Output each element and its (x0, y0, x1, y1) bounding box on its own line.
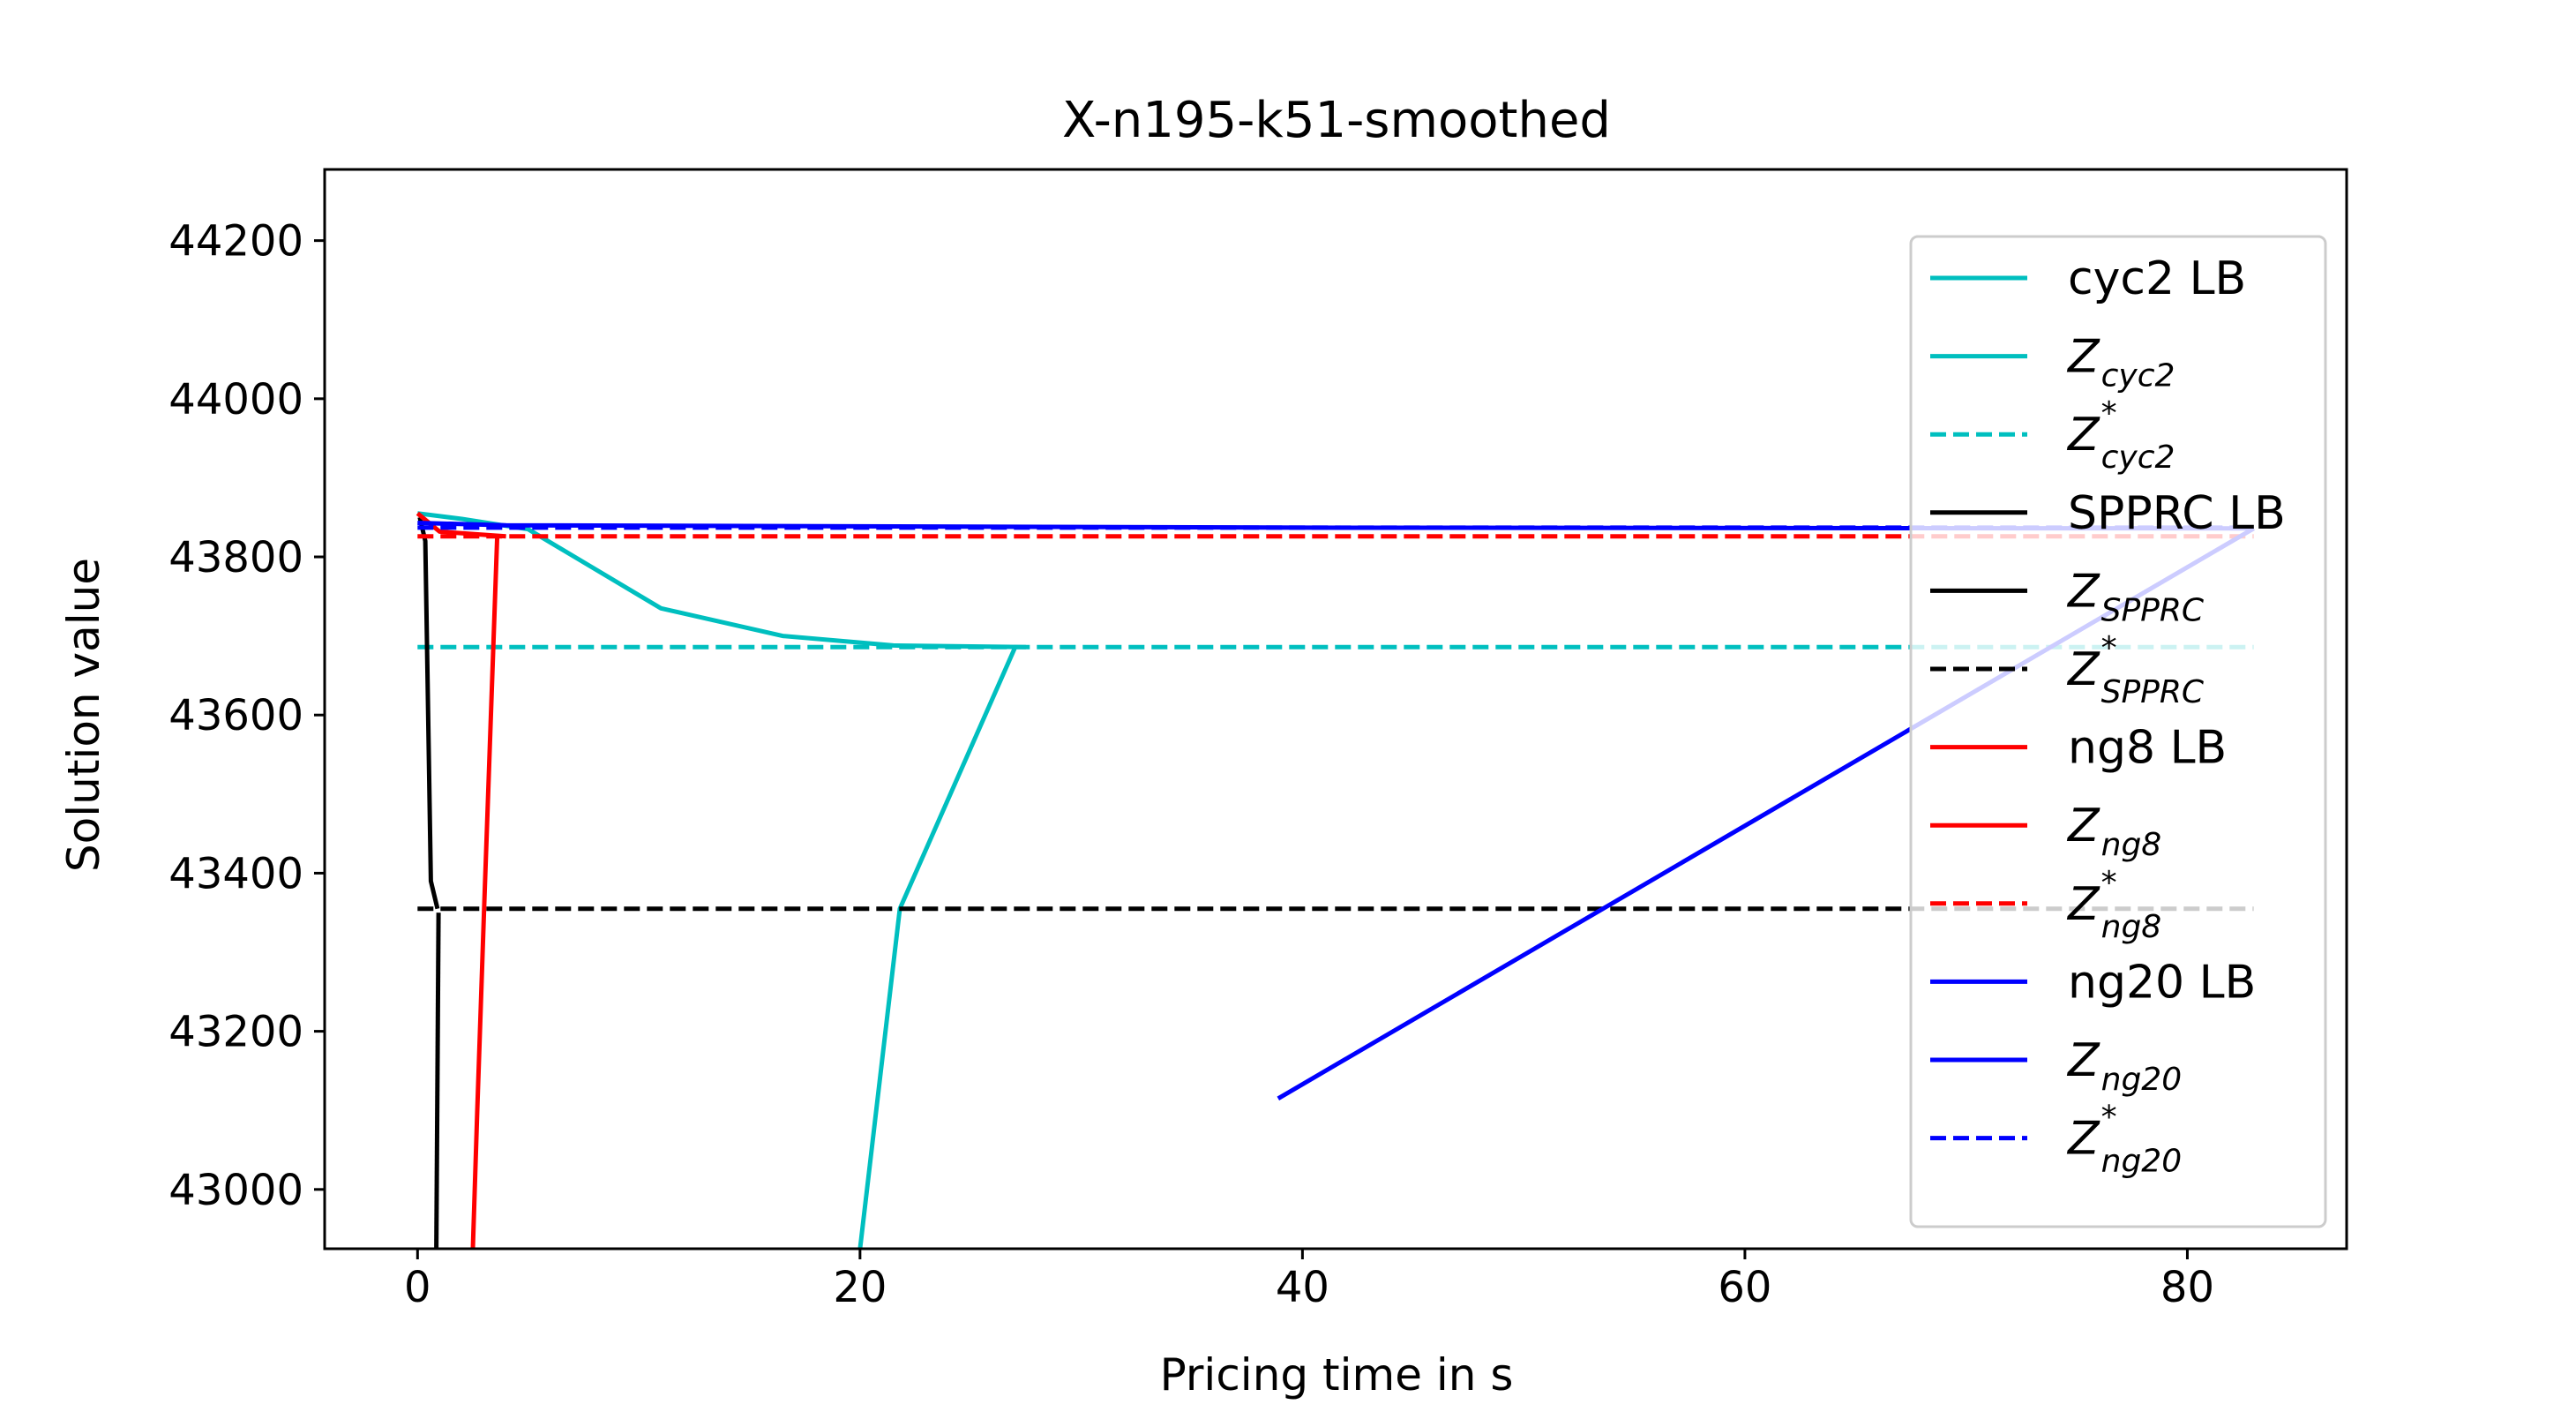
x-axis-ticks: 0 20 40 60 80 (404, 1249, 2214, 1312)
y-axis-ticks: 43000 43200 43400 43600 43800 44000 44200 (168, 217, 325, 1215)
legend-label: ng8 LB (2068, 722, 2227, 775)
y-tick-label: 43800 (168, 533, 303, 582)
series-line-cyc2_z (416, 511, 1026, 650)
legend-label: Z* SPPRC (2066, 630, 2205, 710)
legend-label: SPPRC LB (2068, 487, 2286, 540)
y-tick-label: 44000 (168, 375, 303, 424)
x-axis-label: Pricing time in s (1160, 1349, 1514, 1401)
y-tick-label: 43200 (168, 1008, 303, 1057)
y-tick-label: 43400 (168, 849, 303, 898)
legend-label: ng20 LB (2068, 956, 2256, 1009)
series-line-ng8_z (416, 511, 506, 539)
x-tick-label: 60 (1718, 1263, 1771, 1312)
series-line-ng8_lb (470, 536, 500, 1249)
legend-label: Z* ng20 (2066, 1100, 2182, 1180)
x-tick-label: 20 (833, 1263, 887, 1312)
y-tick-label: 43000 (168, 1166, 303, 1215)
x-tick-label: 40 (1276, 1263, 1329, 1312)
legend-label: Zng20 (2066, 1034, 2182, 1098)
legend-label: Z* ng8 (2066, 865, 2161, 945)
y-tick-label: 43600 (168, 691, 303, 740)
x-tick-label: 80 (2160, 1263, 2214, 1312)
legend-label: Zcyc2 (2066, 331, 2175, 394)
y-tick-label: 44200 (168, 217, 303, 267)
legend-label: Z* cyc2 (2066, 395, 2175, 476)
series-line-sppr_lb (434, 913, 441, 1249)
x-tick-label: 0 (404, 1263, 431, 1312)
plot-frame (323, 168, 2348, 1251)
y-axis-label: Solution value (58, 558, 109, 872)
chart-title: X-n195-k51-smoothed (1062, 92, 1611, 149)
legend-box (1909, 235, 2327, 1228)
legend-label: cyc2 LB (2068, 252, 2246, 305)
legend-label: Zng8 (2066, 800, 2161, 863)
legend-label: ZSPPRC (2066, 565, 2205, 628)
